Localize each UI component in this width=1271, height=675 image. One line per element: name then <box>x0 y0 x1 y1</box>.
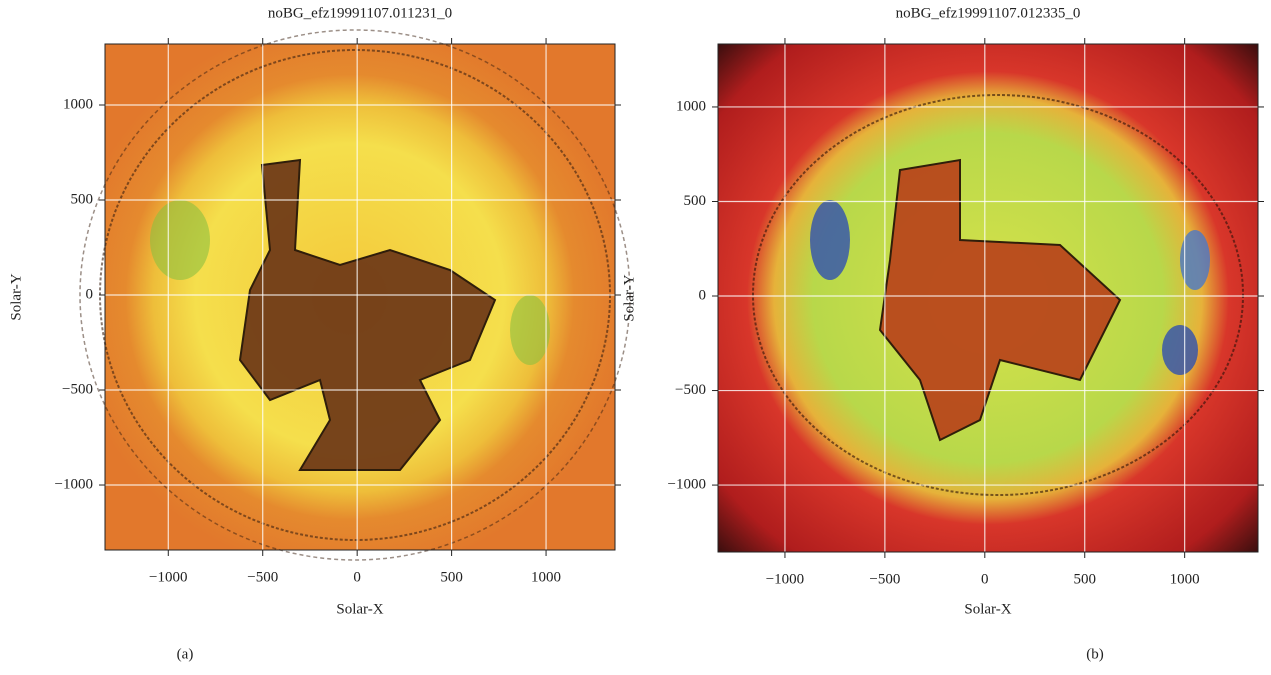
x-axis-label: Solar-X <box>964 601 1011 617</box>
panel-caption: (a) <box>177 646 194 662</box>
panel-caption: (b) <box>1086 646 1104 662</box>
y-tick-label: −500 <box>675 382 706 398</box>
figure: −1000 −500 0 500 1000 −1000 −500 0 500 1000 noBG_e… <box>0 0 1271 670</box>
x-tick-label: −500 <box>247 569 278 585</box>
y-tick-label: −1000 <box>668 477 706 493</box>
x-tick-label: 0 <box>353 569 361 585</box>
y-tick-label: 0 <box>699 287 707 303</box>
y-tick-label: 0 <box>86 286 94 302</box>
y-axis-label: Solar-Y <box>8 273 24 320</box>
y-tick-label: 1000 <box>63 96 93 112</box>
x-tick-label: 1000 <box>1170 571 1200 587</box>
x-tick-label: 500 <box>1073 571 1096 587</box>
y-tick-label: 500 <box>684 193 707 209</box>
x-axis-label: Solar-X <box>336 601 383 617</box>
x-tick-label: −1000 <box>766 571 804 587</box>
chart-title: noBG_efz19991107.012335_0 <box>896 5 1081 21</box>
chart-title: noBG_efz19991107.011231_0 <box>268 5 452 21</box>
y-tick-label: 1000 <box>676 98 706 114</box>
x-tick-label: −500 <box>869 571 900 587</box>
y-tick-label: −500 <box>62 381 93 397</box>
y-tick-label: −1000 <box>55 476 93 492</box>
x-tick-label: 500 <box>440 569 463 585</box>
x-tick-label: −1000 <box>149 569 187 585</box>
y-axis-label: Solar-Y <box>621 274 637 321</box>
panel-b-image <box>718 44 1258 552</box>
x-tick-label: 1000 <box>531 569 561 585</box>
y-tick-label: 500 <box>71 191 94 207</box>
x-tick-label: 0 <box>981 571 989 587</box>
